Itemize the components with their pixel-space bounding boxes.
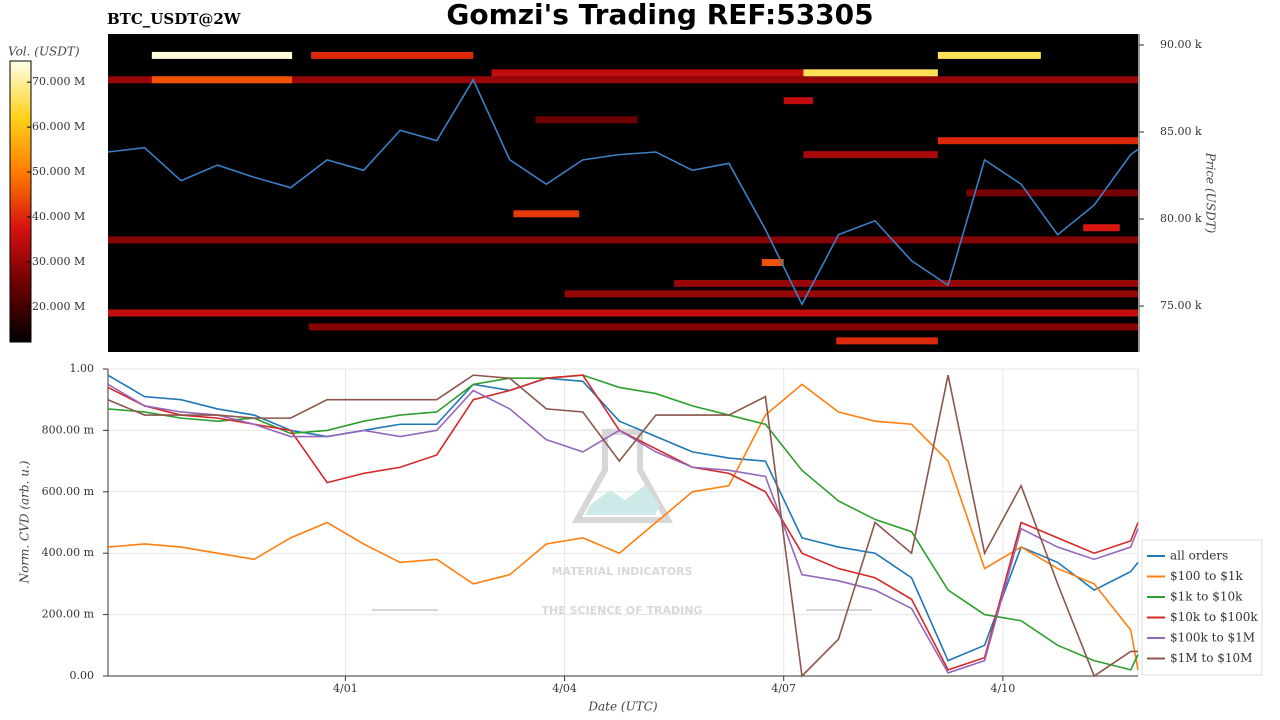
chart-title: Gomzi's Trading REF:53305	[446, 0, 873, 31]
x-tick-label: 4/04	[552, 682, 577, 695]
watermark-subtitle: THE SCIENCE OF TRADING	[542, 604, 703, 617]
heatmap-cell	[803, 69, 938, 77]
price-line	[107, 78, 1139, 307]
heatmap-cell	[108, 76, 1138, 84]
y-tick-label: 200.00 m	[42, 608, 95, 621]
x-tick-label: 4/10	[991, 682, 1016, 695]
watermark: MATERIAL INDICATORS THE SCIENCE OF TRADI…	[372, 429, 872, 617]
legend-label: $100k to $1M	[1170, 631, 1255, 645]
series-line	[107, 374, 1139, 671]
heatmap-cell	[937, 137, 1138, 145]
legend-label: $10k to $100k	[1170, 610, 1258, 624]
heatmap-cell	[803, 151, 938, 159]
heatmap-cell	[1083, 224, 1120, 232]
heatmap-cell	[108, 236, 1138, 244]
legend-label: all orders	[1170, 549, 1228, 563]
y-tick-label: 0.00	[70, 669, 95, 682]
series-line	[107, 383, 1139, 671]
heatmap-cell	[308, 323, 1138, 331]
legend-label: $1M to $10M	[1170, 651, 1252, 665]
y2-axis-label: Price (USDT)	[1204, 152, 1218, 234]
colorbar-label: Vol. (USDT)	[8, 45, 80, 59]
heatmap-cell	[836, 337, 938, 345]
y2-tick-label: 75.00 k	[1160, 299, 1202, 312]
y2-tick-label: 80.00 k	[1160, 212, 1202, 225]
heatmap-cell	[564, 290, 1138, 298]
x-axis-label: Date (UTC)	[587, 700, 657, 714]
series-line	[107, 383, 1139, 674]
series-line	[107, 374, 1139, 671]
colorbar-tick-label: 50.000 M	[32, 165, 85, 178]
x-tick-label: 4/07	[771, 682, 796, 695]
y-axis-label: Norm. CVD (arb. u.)	[18, 460, 32, 584]
y-tick-label: 400.00 m	[42, 546, 95, 559]
heatmap-cell	[513, 210, 580, 218]
series-line	[107, 374, 1138, 678]
heatmap-cell	[491, 69, 804, 77]
y2-tick-label: 85.00 k	[1160, 125, 1202, 138]
legend-box	[1141, 539, 1263, 676]
heatmap-cell	[311, 51, 474, 59]
y-tick-label: 1.00	[70, 362, 95, 375]
chart-subtitle: BTC_USDT@2W	[107, 10, 242, 28]
colorbar-tick-label: 30.000 M	[32, 255, 85, 268]
heatmap-cell	[151, 51, 293, 59]
heatmap-cell	[937, 51, 1041, 59]
series-line	[107, 374, 1139, 662]
heatmap-cell	[783, 97, 813, 105]
x-tick-label: 4/01	[333, 682, 358, 695]
watermark-title: MATERIAL INDICATORS	[551, 565, 692, 578]
colorbar	[9, 60, 32, 343]
colorbar-tick-label: 60.000 M	[32, 120, 85, 133]
heatmap-cell	[761, 259, 784, 267]
heatmap-cell	[674, 279, 1138, 287]
heatmap-cell	[108, 309, 1138, 317]
legend-label: $1k to $10k	[1170, 590, 1243, 604]
heatmap-cell	[535, 116, 638, 124]
watermark-icon	[571, 429, 674, 523]
colorbar-tick-label: 20.000 M	[32, 300, 85, 313]
heatmap-cell	[966, 189, 1138, 197]
y2-tick-label: 90.00 k	[1160, 38, 1202, 51]
watermark-icon-fill	[585, 485, 660, 515]
y-tick-label: 800.00 m	[42, 423, 95, 436]
colorbar-tick-label: 70.000 M	[32, 75, 85, 88]
legend-label: $100 to $1k	[1170, 569, 1243, 583]
heatmap-cell	[151, 76, 293, 84]
colorbar-tick-label: 40.000 M	[32, 210, 85, 223]
y-tick-label: 600.00 m	[42, 485, 95, 498]
